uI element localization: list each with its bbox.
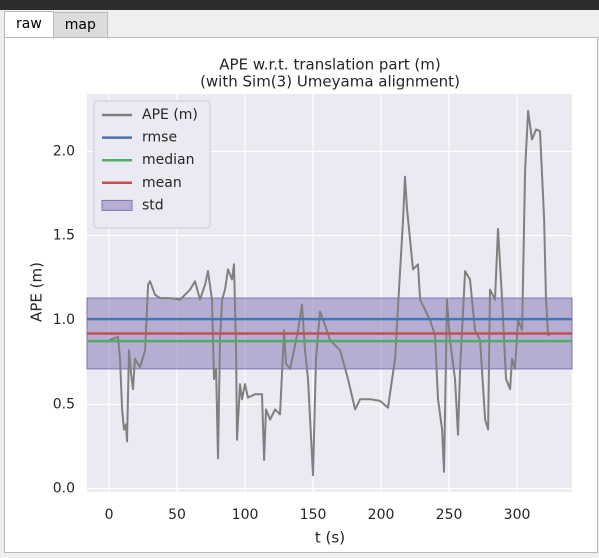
title-bar <box>0 0 599 10</box>
legend-label: std <box>142 197 164 213</box>
chart-subtitle: (with Sim(3) Umeyama alignment) <box>200 73 460 91</box>
chart: APE w.r.t. translation part (m) (with Si… <box>28 56 573 547</box>
tab[interactable]: map <box>52 12 108 38</box>
x-tick-label: 300 <box>504 507 531 523</box>
legend-box <box>93 100 211 229</box>
x-tick-label: 200 <box>368 507 395 523</box>
tab[interactable]: raw <box>4 11 54 37</box>
y-tick-label: 0.0 <box>53 481 75 497</box>
legend-label: APE (m) <box>142 107 198 123</box>
x-tick-label: 50 <box>168 507 186 523</box>
x-tick-label: 0 <box>105 507 114 523</box>
x-tick-label: 250 <box>436 507 463 523</box>
figure-pane: APE w.r.t. translation part (m) (with Si… <box>4 37 598 553</box>
chart-title: APE w.r.t. translation part (m) <box>219 56 440 74</box>
x-tick-label: 100 <box>232 507 259 523</box>
tab-bar: raw map <box>4 11 108 38</box>
y-tick-label: 1.5 <box>53 228 75 244</box>
y-tick-label: 1.0 <box>53 312 75 328</box>
y-axis-label: APE (m) <box>28 262 46 322</box>
legend-label: rmse <box>142 130 177 146</box>
legend-label: median <box>142 152 194 168</box>
x-tick-label: 150 <box>300 507 327 523</box>
legend-swatch <box>101 199 133 211</box>
y-tick-label: 0.5 <box>53 396 75 412</box>
data-line <box>108 109 551 477</box>
legend-label: mean <box>142 175 182 191</box>
x-axis-label: t (s) <box>315 529 345 547</box>
y-tick-label: 2.0 <box>53 143 75 159</box>
